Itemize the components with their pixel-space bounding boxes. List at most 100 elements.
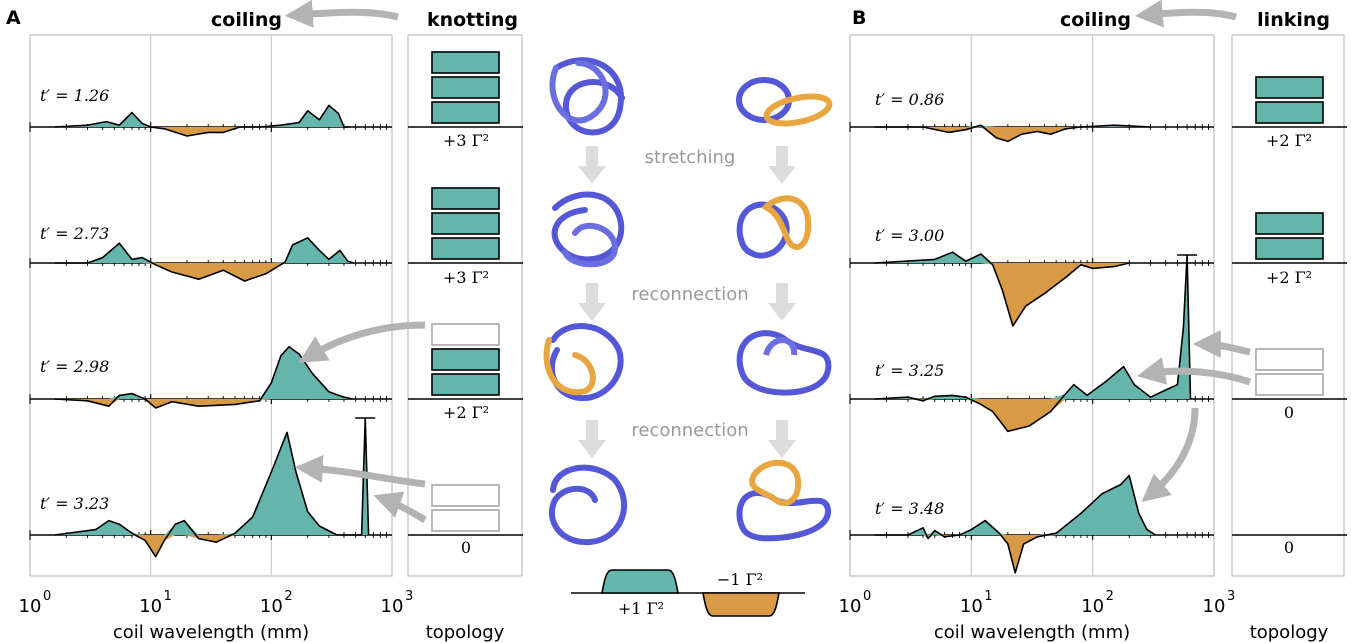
stage-arrow-right-3 — [768, 420, 796, 458]
spectrum-line — [54, 237, 354, 282]
stage-label-stretching: stretching — [645, 147, 736, 168]
panel-a-x-tick-labels: 10 0 10 1 10 2 10 3 — [19, 589, 414, 617]
panel-b-topology-axis-label: topology — [1250, 622, 1329, 643]
stage-arrow-right-1 — [768, 146, 796, 184]
negative-area — [54, 535, 369, 557]
x-tick-exponent-2: 1 — [984, 589, 992, 604]
series-row-2 — [29, 237, 392, 282]
panel-a-time-label-4: t′ = 3.23 — [40, 494, 109, 513]
series-row-2 — [849, 251, 1214, 327]
x-tick-label-2: 10 — [139, 596, 162, 617]
panel-a-topology-boxes — [408, 51, 523, 536]
panel-b-topology-label-3: 0 — [1284, 403, 1294, 422]
filled-topology-box — [431, 76, 500, 99]
topology-stack-2 — [1232, 212, 1347, 264]
panel-b: B coiling linking t′ = 0.86 t′ = 3.00 t′… — [839, 0, 1347, 643]
panel-b-topology-boxes — [1232, 76, 1347, 536]
x-tick-label-3: 10 — [260, 596, 283, 617]
filled-topology-box — [431, 212, 500, 235]
panel-b-heading-arrow — [1134, 0, 1237, 28]
positive-area — [54, 346, 353, 399]
linked-rings-stage-3 — [736, 330, 832, 396]
spectrum-line — [874, 254, 1192, 433]
spectrum-line — [54, 346, 353, 409]
empty-topology-box — [1255, 373, 1324, 396]
x-tick-label-4: 10 — [1203, 596, 1226, 617]
negative-area — [54, 399, 353, 408]
x-tick-exponent-4: 3 — [1227, 589, 1235, 604]
panel-a: A coiling knotting t′ = 1.26 t′ = 2.73 t… — [6, 0, 523, 643]
series-row-3 — [29, 346, 392, 409]
stage-label-reconnection-2: reconnection — [631, 420, 748, 441]
panel-b-box-to-peak-arrow-1 — [1192, 330, 1251, 359]
topology-stack-3 — [1232, 348, 1347, 400]
empty-topology-box — [431, 323, 500, 346]
panel-a-time-label-3: t′ = 2.98 — [40, 357, 109, 376]
spectrum-line — [874, 251, 1130, 327]
panel-b-topology-label-2: +2 Γ² — [1266, 268, 1312, 287]
legend-positive-label: +1 Γ² — [618, 599, 664, 618]
trefoil-knot-stage-2 — [551, 191, 625, 268]
panel-b-coiling-heading: coiling — [1060, 9, 1131, 31]
filled-topology-box — [431, 187, 500, 210]
negative-area — [874, 399, 1191, 432]
panel-b-time-label-2: t′ = 3.00 — [875, 226, 944, 245]
filled-topology-box — [1255, 237, 1324, 260]
negative-area — [874, 535, 1156, 573]
panel-a-topology-frame — [407, 34, 523, 577]
panel-b-topology-frame — [1231, 34, 1345, 577]
filled-topology-box — [431, 101, 500, 124]
filled-topology-box — [1255, 76, 1324, 99]
panel-b-gridlines — [970, 35, 1094, 576]
panel-a-topology-label-1: +3 Γ² — [443, 131, 489, 150]
x-tick-label-1: 10 — [839, 596, 862, 617]
empty-topology-box — [1255, 348, 1324, 371]
spectrum-line — [874, 474, 1157, 574]
linked-rings-stage-2 — [736, 195, 812, 259]
series-row-1 — [29, 104, 392, 137]
panel-a-box-to-peak-arrow-3 — [373, 491, 427, 523]
panel-b-time-label-3: t′ = 3.25 — [875, 361, 944, 380]
stage-arrow-left-3 — [578, 420, 606, 458]
panel-a-coiling-heading: coiling — [211, 9, 282, 31]
spectrum-line — [54, 104, 351, 137]
panel-a-box-to-peak-arrow-1 — [298, 321, 426, 363]
middle-illustration: stretching reconnection reconnection — [543, 57, 833, 618]
panel-a-gridlines — [150, 35, 272, 576]
x-tick-exponent-1: 0 — [43, 589, 51, 604]
linked-rings-stage-4 — [736, 459, 831, 542]
x-tick-exponent-3: 2 — [1106, 589, 1114, 604]
panel-b-x-tick-labels: 10 0 10 1 10 2 10 3 — [839, 589, 1236, 617]
trefoil-knot-stage-3 — [543, 323, 624, 402]
negative-area — [54, 263, 354, 281]
topology-stack-2 — [408, 187, 523, 264]
negative-area — [874, 263, 1130, 326]
trefoil-knot-stage-1 — [549, 57, 625, 136]
x-tick-label-3: 10 — [1081, 596, 1104, 617]
filled-topology-box — [431, 51, 500, 74]
series-row-3 — [849, 254, 1214, 433]
panel-b-x-axis-label: coil wavelength (mm) — [934, 622, 1130, 643]
panel-b-topology-label-1: +2 Γ² — [1266, 131, 1312, 150]
panel-a-time-label-1: t′ = 1.26 — [40, 86, 109, 105]
x-tick-label-2: 10 — [960, 596, 983, 617]
stage-arrow-left-2 — [578, 283, 606, 321]
topology-stack-4 — [408, 484, 523, 536]
filled-topology-box — [431, 348, 500, 371]
panel-a-x-axis-label: coil wavelength (mm) — [113, 622, 309, 643]
panel-a-box-to-peak-arrow-2 — [294, 454, 426, 488]
filled-topology-box — [431, 373, 500, 396]
filled-topology-box — [1255, 212, 1324, 235]
legend-negative-label: −1 Γ² — [717, 570, 763, 589]
panel-b-topology-label-4: 0 — [1284, 538, 1294, 557]
stage-arrow-left-1 — [578, 146, 606, 184]
positive-area — [54, 418, 369, 535]
filled-topology-box — [431, 237, 500, 260]
topology-stack-1 — [408, 51, 523, 128]
topology-stack-3 — [408, 323, 523, 400]
panel-a-spectrum-frame — [29, 34, 393, 577]
x-tick-exponent-4: 3 — [405, 589, 413, 604]
panel-a-letter: A — [6, 7, 21, 29]
positive-area — [874, 475, 1156, 535]
